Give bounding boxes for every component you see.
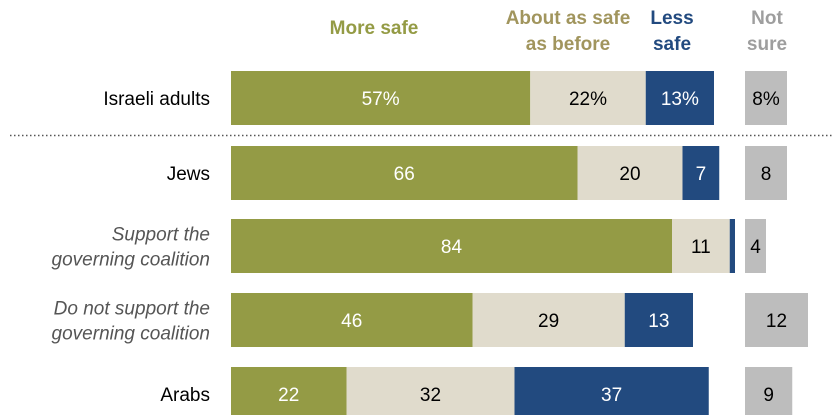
data-label-less-safe-jews: 7: [696, 164, 707, 185]
bar-less-safe-do-not-support-the-governing-coalition: [624, 293, 693, 347]
data-label-about-as-safe-as-before-support-the-governing-coalition: 11: [691, 237, 711, 258]
data-label-less-safe-do-not-support-the-governing-coalition: 13: [648, 311, 669, 332]
data-label-less-safe-arabs: 37: [601, 385, 622, 406]
data-label-about-as-safe-as-before-do-not-support-the-governing-coalition: 29: [538, 311, 559, 332]
bar-more-safe-support-the-governing-coalition: [231, 219, 672, 273]
legend-not-sure: Not sure: [747, 8, 787, 55]
data-label-more-safe-jews: 66: [394, 164, 415, 185]
bars: 57% 22% 13% 8% 66 20 7 8 84 11 4 46 29 13 12 22 32 37 9: [231, 71, 808, 415]
data-label-not-sure-arabs: 9: [763, 385, 774, 406]
data-label-about-as-safe-as-before-arabs: 32: [420, 385, 441, 406]
bar-less-safe-support-the-governing-coalition: [729, 219, 735, 273]
bar-more-safe-jews: [231, 146, 578, 200]
bar-about-as-safe-as-before-do-not-support-the-governing-coalition: [472, 293, 625, 347]
data-label-not-sure-jews: 8: [761, 164, 772, 185]
bar-not-sure-arabs: [745, 367, 793, 415]
bar-about-as-safe-as-before-arabs: [346, 367, 515, 415]
legend-less-safe: Less safe: [650, 8, 693, 55]
bar-about-as-safe-as-before-israeli-adults: [530, 71, 646, 125]
legend-line: About as safe: [506, 8, 631, 29]
category-label-arabs: Arabs: [160, 385, 210, 406]
bar-about-as-safe-as-before-jews: [577, 146, 683, 200]
legend-more-safe: More safe: [330, 18, 419, 39]
data-label-less-safe-israeli-adults: 13%: [661, 89, 699, 110]
legend-line: sure: [747, 34, 787, 55]
bar-not-sure-jews: [745, 146, 787, 200]
category-label-line: Israeli adults: [103, 89, 210, 110]
category-label-line: Support the: [112, 225, 210, 246]
category-label-line: governing coalition: [52, 324, 210, 345]
data-label-not-sure-support-the-governing-coalition: 4: [750, 237, 761, 258]
category-label-do-not-support-the-governing-coalition: Do not support the governing coalition: [52, 299, 210, 345]
legend-line: as before: [526, 34, 610, 55]
bar-more-safe-arabs: [231, 367, 347, 415]
category-label-support-the-governing-coalition: Support the governing coalition: [52, 225, 210, 271]
bar-more-safe-do-not-support-the-governing-coalition: [231, 293, 473, 347]
legend: More safe About as safe as before Less safe N…: [330, 8, 787, 55]
data-label-about-as-safe-as-before-jews: 20: [619, 164, 640, 185]
legend-line: Not: [751, 8, 783, 29]
category-label-line: Do not support the: [54, 299, 210, 320]
bar-not-sure-support-the-governing-coalition: [745, 219, 766, 273]
category-label-line: Jews: [167, 164, 210, 185]
category-labels: Israeli adults Jews Support the governing c…: [52, 89, 210, 406]
bar-less-safe-arabs: [514, 367, 709, 415]
legend-line: Less: [650, 8, 693, 29]
bar-not-sure-israeli-adults: [745, 71, 787, 125]
legend-about-as-safe-as-before: About as safe as before: [506, 8, 631, 55]
data-label-about-as-safe-as-before-israeli-adults: 22%: [569, 89, 607, 110]
data-label-more-safe-support-the-governing-coalition: 84: [441, 237, 463, 258]
bar-not-sure-do-not-support-the-governing-coalition: [745, 293, 808, 347]
bar-more-safe-israeli-adults: [231, 71, 531, 125]
legend-line: More safe: [330, 18, 419, 39]
data-label-not-sure-do-not-support-the-governing-coalition: 12: [766, 311, 787, 332]
bar-less-safe-jews: [682, 146, 720, 200]
data-label-more-safe-do-not-support-the-governing-coalition: 46: [341, 311, 362, 332]
data-label-more-safe-arabs: 22: [278, 385, 299, 406]
category-label-israeli-adults: Israeli adults: [103, 89, 210, 110]
data-label-more-safe-israeli-adults: 57%: [362, 89, 400, 110]
bar-less-safe-israeli-adults: [645, 71, 714, 125]
category-label-line: governing coalition: [52, 250, 210, 271]
category-label-line: Arabs: [160, 385, 210, 406]
bar-about-as-safe-as-before-support-the-governing-coalition: [672, 219, 730, 273]
data-label-not-sure-israeli-adults: 8%: [752, 89, 780, 110]
category-label-jews: Jews: [167, 164, 210, 185]
legend-line: safe: [653, 34, 691, 55]
